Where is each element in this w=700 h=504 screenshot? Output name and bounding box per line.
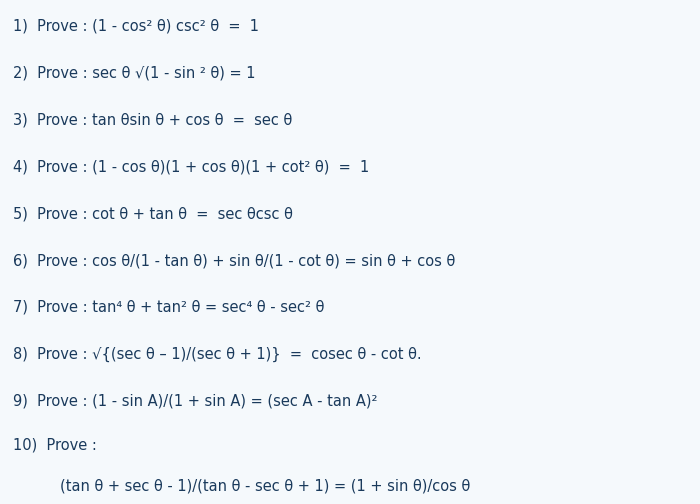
Text: 8)  Prove : √{(sec θ – 1)/(sec θ + 1)}  =  cosec θ - cot θ.: 8) Prove : √{(sec θ – 1)/(sec θ + 1)} = … (13, 347, 421, 362)
Text: 1)  Prove : (1 - cos² θ) csc² θ  =  1: 1) Prove : (1 - cos² θ) csc² θ = 1 (13, 19, 258, 34)
Text: 7)  Prove : tan⁴ θ + tan² θ = sec⁴ θ - sec² θ: 7) Prove : tan⁴ θ + tan² θ = sec⁴ θ - se… (13, 300, 324, 315)
Text: (tan θ + sec θ - 1)/(tan θ - sec θ + 1) = (1 + sin θ)/cos θ: (tan θ + sec θ - 1)/(tan θ - sec θ + 1) … (60, 479, 470, 494)
Text: 10)  Prove :: 10) Prove : (13, 437, 97, 452)
Text: 9)  Prove : (1 - sin A)/(1 + sin A) = (sec A - tan A)²: 9) Prove : (1 - sin A)/(1 + sin A) = (se… (13, 394, 377, 409)
Text: 4)  Prove : (1 - cos θ)(1 + cos θ)(1 + cot² θ)  =  1: 4) Prove : (1 - cos θ)(1 + cos θ)(1 + co… (13, 159, 369, 174)
Text: 3)  Prove : tan θsin θ + cos θ  =  sec θ: 3) Prove : tan θsin θ + cos θ = sec θ (13, 112, 292, 128)
Text: 5)  Prove : cot θ + tan θ  =  sec θcsc θ: 5) Prove : cot θ + tan θ = sec θcsc θ (13, 206, 293, 221)
Text: 2)  Prove : sec θ √(1 - sin ² θ) = 1: 2) Prove : sec θ √(1 - sin ² θ) = 1 (13, 66, 255, 81)
Text: 6)  Prove : cos θ/(1 - tan θ) + sin θ/(1 - cot θ) = sin θ + cos θ: 6) Prove : cos θ/(1 - tan θ) + sin θ/(1 … (13, 253, 455, 268)
